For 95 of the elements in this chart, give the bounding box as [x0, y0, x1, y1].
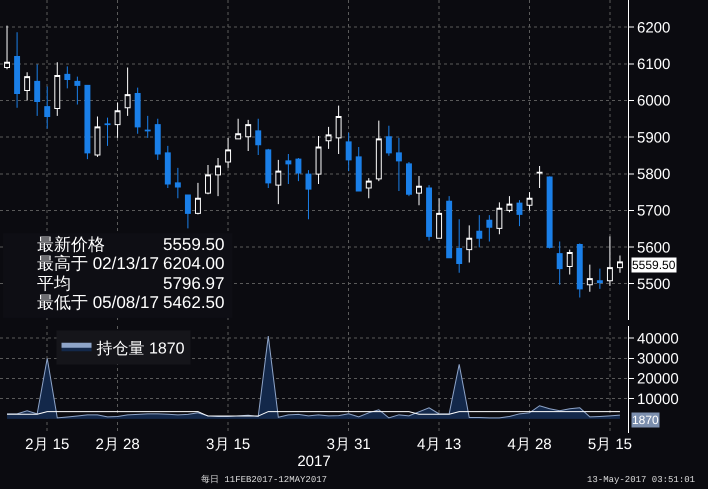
candlestick — [316, 135, 322, 185]
annotation: 5796.97 — [163, 274, 224, 293]
x-tick-label: 4月 13 — [417, 436, 462, 453]
candlestick — [225, 137, 232, 168]
candlestick — [426, 184, 432, 241]
annotation: 平均 — [37, 274, 71, 293]
candlestick — [265, 148, 272, 189]
candlestick — [114, 102, 121, 138]
candlestick — [526, 192, 532, 211]
candlestick — [94, 116, 100, 158]
candlestick — [235, 118, 242, 140]
annotation: 最新价格 — [37, 235, 105, 254]
candlestick — [215, 157, 221, 197]
annotation: 5462.50 — [163, 293, 224, 312]
candlestick — [154, 118, 161, 160]
x-tick-label: 3月 31 — [326, 436, 371, 453]
candlestick — [74, 76, 80, 105]
y-tick-label: 5600 — [637, 239, 670, 256]
candlestick — [64, 66, 70, 89]
x-tick-label: 3月 15 — [206, 436, 250, 453]
candlestick — [245, 119, 252, 152]
candlestick — [396, 137, 402, 192]
text: 每日 11FEB2017-12MAY2017 — [201, 474, 328, 485]
candlestick — [486, 214, 492, 242]
x-axis-title: 2017 — [297, 453, 331, 470]
candlestick — [496, 202, 502, 235]
candlestick — [416, 175, 422, 206]
candlestick — [34, 64, 40, 116]
candlestick — [184, 194, 191, 229]
y-tick-label: 30000 — [637, 350, 679, 368]
y-tick-label: 10000 — [637, 390, 679, 408]
x-tick-label: 4月 28 — [507, 436, 552, 453]
annotation: 6204.00 — [163, 254, 224, 273]
candlestick — [617, 254, 623, 274]
candlestick — [556, 241, 563, 286]
candlestick — [24, 72, 30, 101]
candlestick — [406, 162, 412, 197]
candlestick — [476, 214, 482, 248]
candlestick — [506, 196, 512, 213]
candlestick — [164, 145, 171, 189]
annotation: 最高于 02/13/17 — [37, 254, 159, 273]
candlestick — [336, 105, 342, 154]
candlestick — [104, 117, 110, 146]
candlestick — [84, 84, 90, 160]
candlestick — [134, 87, 141, 134]
candlestick — [326, 126, 332, 150]
candlestick — [366, 178, 372, 199]
legend-label: 持仓量 1870 — [96, 339, 185, 358]
candlestick — [346, 132, 352, 172]
candlestick — [436, 198, 442, 239]
candlestick — [205, 164, 211, 195]
x-tick-label: 2月 15 — [25, 436, 70, 453]
candlestick — [285, 153, 292, 185]
candlestick — [306, 170, 312, 220]
y-tick-label: 5800 — [637, 166, 670, 183]
candlestick — [295, 157, 302, 182]
candlestick — [536, 166, 543, 189]
y-tick-label: 5500 — [637, 276, 670, 293]
y-tick-label: 6200 — [637, 19, 670, 36]
text: 13-May-2017 03:51:01 — [587, 475, 696, 485]
x-tick-label: 2月 28 — [95, 436, 140, 453]
candlestick — [174, 167, 181, 199]
y-tick-label: 40000 — [637, 330, 679, 348]
candlestick — [124, 66, 131, 116]
candlestick — [194, 182, 201, 215]
candlestick — [606, 236, 613, 286]
candlestick — [586, 264, 593, 292]
y-tick-label: 6100 — [637, 56, 670, 74]
candlestick — [44, 86, 50, 130]
y-tick-label: 20000 — [637, 370, 679, 388]
candlestick — [546, 176, 553, 250]
candlestick — [376, 120, 382, 182]
text: 5559.50 — [632, 258, 676, 272]
y-tick-label: 5900 — [637, 129, 670, 146]
candlestick — [4, 25, 10, 70]
candlestick — [516, 200, 522, 227]
y-tick-label: 6000 — [637, 92, 670, 110]
text: 1870 — [632, 413, 660, 427]
candlestick — [566, 249, 573, 276]
x-tick-label: 5月 15 — [588, 436, 632, 453]
candlestick — [466, 224, 472, 263]
annotation: 最低于 05/08/17 — [37, 293, 159, 312]
candlestick — [255, 118, 262, 156]
candlestick — [54, 62, 60, 116]
candlestick — [456, 218, 462, 274]
candlestick — [576, 242, 583, 298]
y-tick-label: 5700 — [637, 202, 670, 220]
candlestick — [596, 268, 603, 290]
annotation: 5559.50 — [163, 235, 224, 254]
candlestick — [446, 196, 452, 258]
candlestick — [275, 159, 282, 205]
candlestick — [144, 115, 151, 138]
candlestick — [356, 146, 362, 192]
candlestick — [386, 125, 392, 156]
candlestick — [14, 32, 20, 108]
